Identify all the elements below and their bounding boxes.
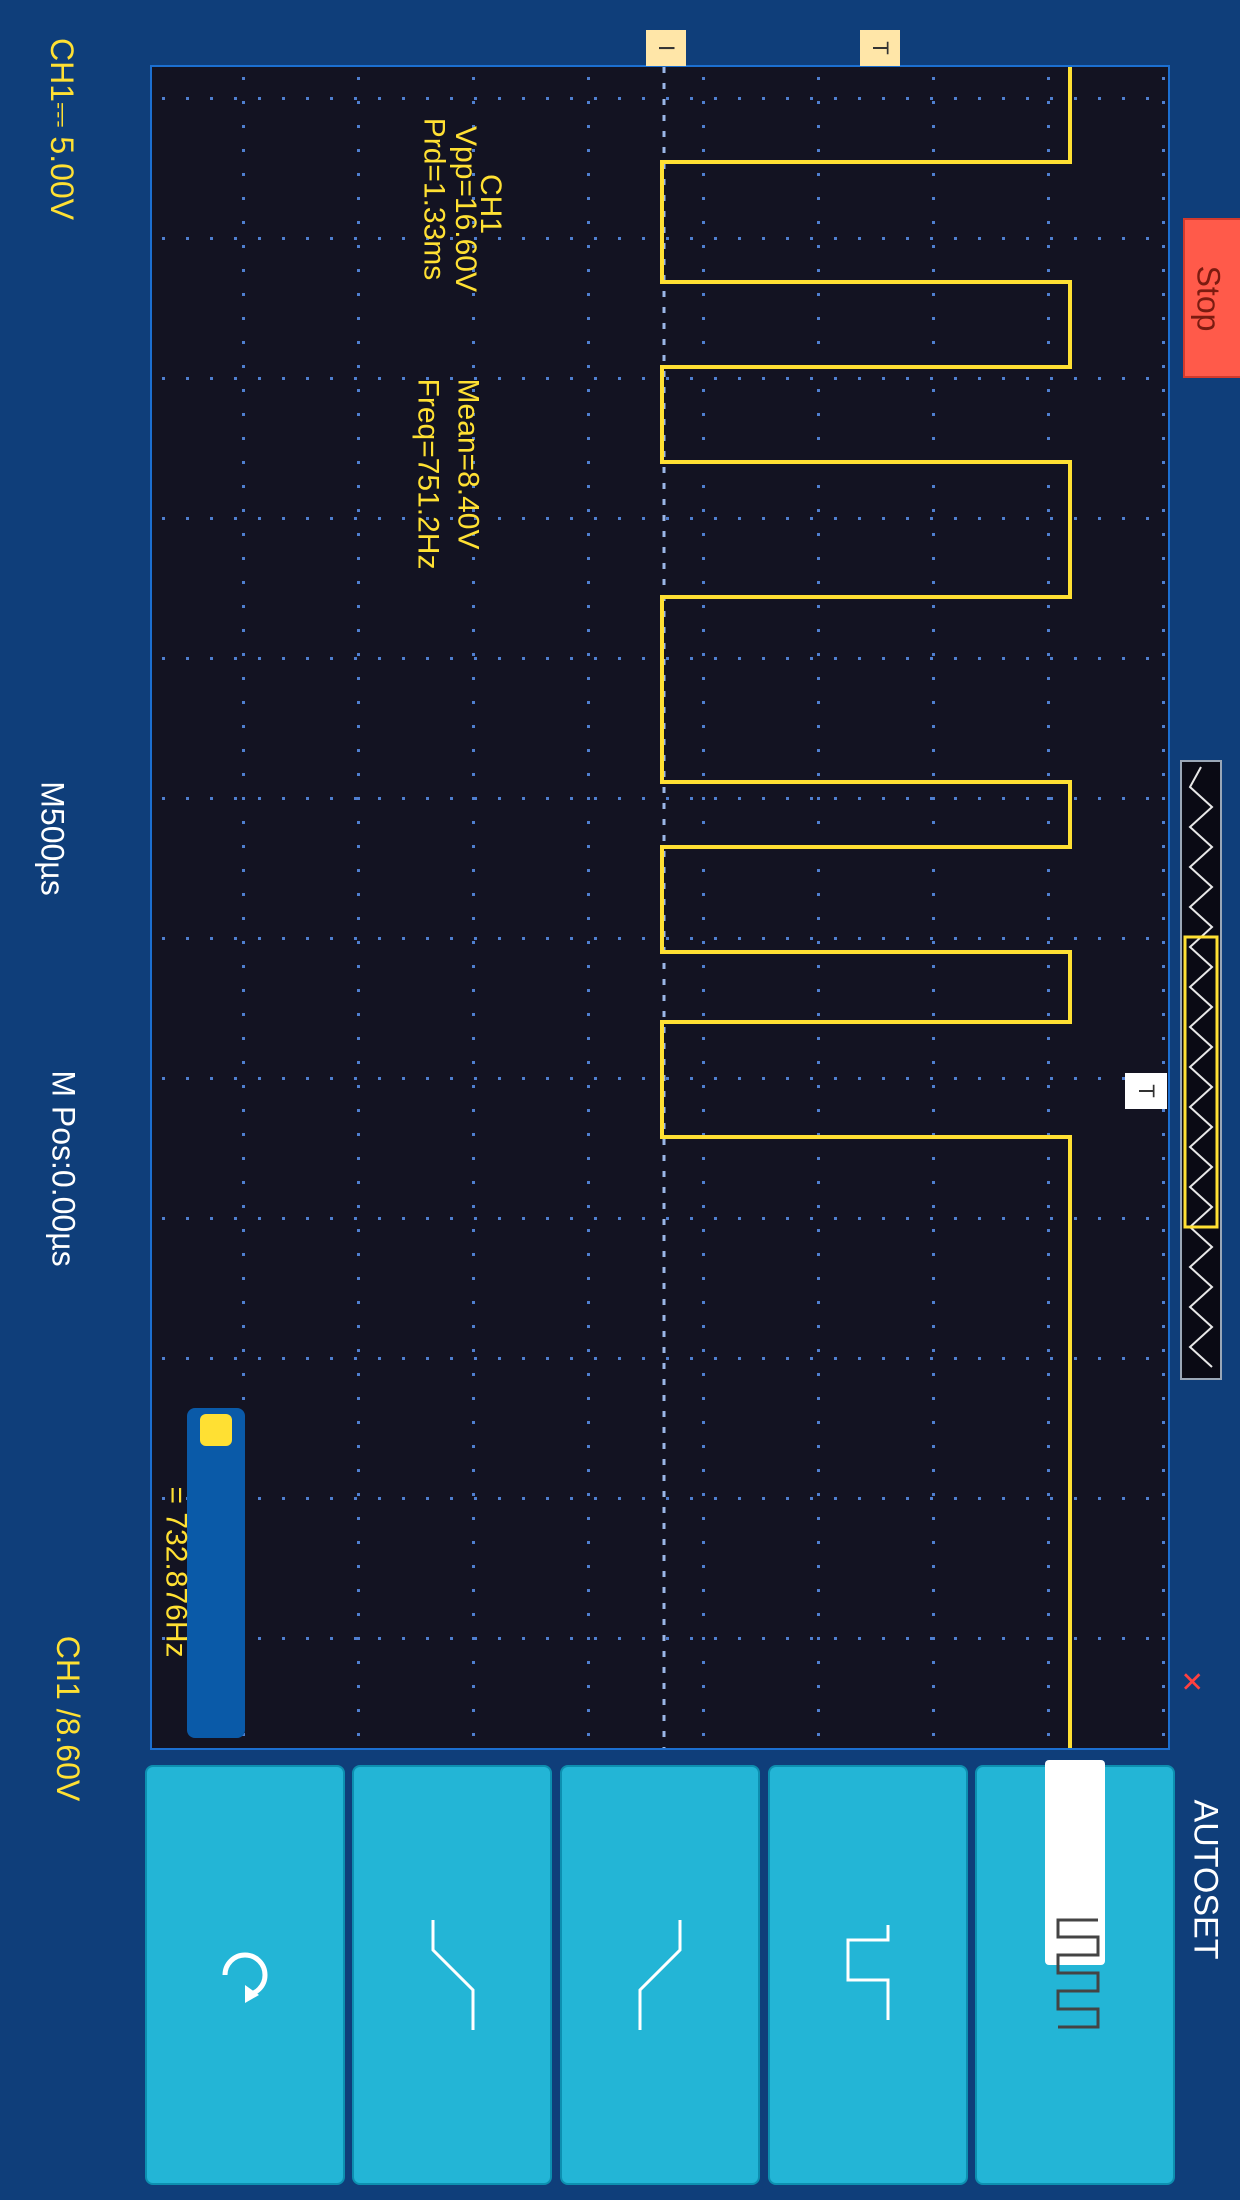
timebase-main: M500µs [34,781,71,895]
ch1-scale: CH1⎓ 5.00V [42,38,80,220]
trigger-level-marker-icon[interactable]: T [1125,1073,1167,1109]
timebase-position: M Pos:0.00µs [45,1070,82,1266]
autoset-title: AUTOSET [1185,1800,1224,1960]
graticule [162,77,1170,1736]
usb-status-icon: ✕ [1175,1670,1208,1693]
single-pulse-icon [838,1920,898,2030]
frequency-counter-value: = 732.876Hz [158,1487,192,1658]
memory-depth-bar [1180,760,1222,1380]
memory-waveform-preview [1182,762,1220,1378]
falling-edge-icon [418,1915,488,2035]
undo-icon [215,1945,275,2005]
meas-freq: Freq=751.2Hz [410,379,444,570]
rising-edge-icon [625,1915,695,2035]
square-wave-icon [1048,1915,1108,2035]
counter-icon [200,1414,232,1446]
meas-period: Prd=1.33ms [416,118,450,281]
waveform-svg [152,67,1170,1750]
run-stop-label[interactable]: Stop [1189,266,1226,332]
frequency-counter [187,1408,245,1738]
waveform-display: CH1 Vpp=16.60V Prd=1.33ms Mean=8.40V Fre… [150,65,1170,1750]
trigger-readout: CH1 /8.60V [49,1636,86,1801]
cursor-marker-icon[interactable]: I [646,30,686,66]
ch1-trace [662,67,1070,1750]
meas-vpp: Vpp=16.60V [448,126,482,292]
meas-mean: Mean=8.40V [450,379,484,550]
trigger-position-marker-icon[interactable]: T [860,30,900,66]
